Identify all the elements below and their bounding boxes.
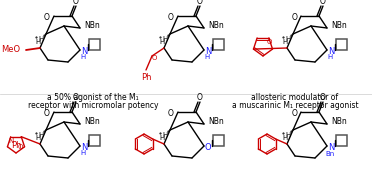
- Text: NBn: NBn: [84, 118, 100, 126]
- Text: O: O: [168, 13, 174, 22]
- Text: H: H: [282, 135, 288, 141]
- Text: O: O: [151, 55, 157, 61]
- Bar: [89, 135, 99, 146]
- Bar: [212, 135, 224, 146]
- Bar: [336, 39, 346, 50]
- Text: O: O: [291, 109, 297, 119]
- Text: H: H: [162, 36, 168, 42]
- Text: H: H: [282, 39, 288, 45]
- Text: H: H: [35, 39, 41, 45]
- Text: O: O: [320, 0, 326, 6]
- Text: O: O: [168, 109, 174, 119]
- Text: receptor with micromolar potency: receptor with micromolar potency: [28, 101, 158, 109]
- Text: O: O: [266, 39, 272, 45]
- Text: O: O: [291, 13, 297, 22]
- Text: N: N: [81, 143, 87, 152]
- Text: N: N: [205, 46, 211, 56]
- Text: H: H: [80, 54, 86, 60]
- Text: NBn: NBn: [84, 22, 100, 30]
- Text: H: H: [35, 135, 41, 141]
- Text: Ph: Ph: [11, 140, 21, 149]
- Text: a 50% agonist of the M₁: a 50% agonist of the M₁: [47, 94, 139, 102]
- Text: H: H: [80, 150, 86, 156]
- Text: H: H: [285, 36, 291, 42]
- Text: NBn: NBn: [331, 118, 347, 126]
- Text: O: O: [73, 0, 79, 6]
- Text: N: N: [328, 143, 334, 152]
- Text: NBn: NBn: [208, 22, 224, 30]
- Text: O: O: [320, 94, 326, 102]
- Text: MeO: MeO: [1, 46, 20, 54]
- Text: H: H: [159, 135, 165, 141]
- Text: N: N: [328, 46, 334, 56]
- Text: H: H: [159, 39, 165, 45]
- Text: NBn: NBn: [331, 22, 347, 30]
- Text: Bn: Bn: [326, 151, 335, 157]
- Text: NBn: NBn: [208, 118, 224, 126]
- Text: H: H: [285, 132, 291, 138]
- Bar: [89, 39, 99, 50]
- Text: H: H: [38, 132, 44, 138]
- Text: H: H: [204, 54, 210, 60]
- Text: N: N: [81, 46, 87, 56]
- Text: a muscarinic M₁ receptor agonist: a muscarinic M₁ receptor agonist: [232, 101, 358, 109]
- Text: O: O: [205, 143, 211, 152]
- Text: H: H: [162, 132, 168, 138]
- Text: O: O: [197, 0, 203, 6]
- Text: H: H: [327, 54, 333, 60]
- Text: N: N: [8, 138, 13, 144]
- Text: allosteric modulator of: allosteric modulator of: [251, 94, 339, 102]
- Text: O: O: [73, 94, 79, 102]
- Text: O: O: [17, 144, 23, 150]
- Text: O: O: [44, 109, 50, 119]
- Text: O: O: [44, 13, 50, 22]
- Bar: [336, 135, 346, 146]
- Text: O: O: [197, 94, 203, 102]
- Text: Ph: Ph: [141, 74, 151, 83]
- Text: H: H: [38, 36, 44, 42]
- Bar: [212, 39, 224, 50]
